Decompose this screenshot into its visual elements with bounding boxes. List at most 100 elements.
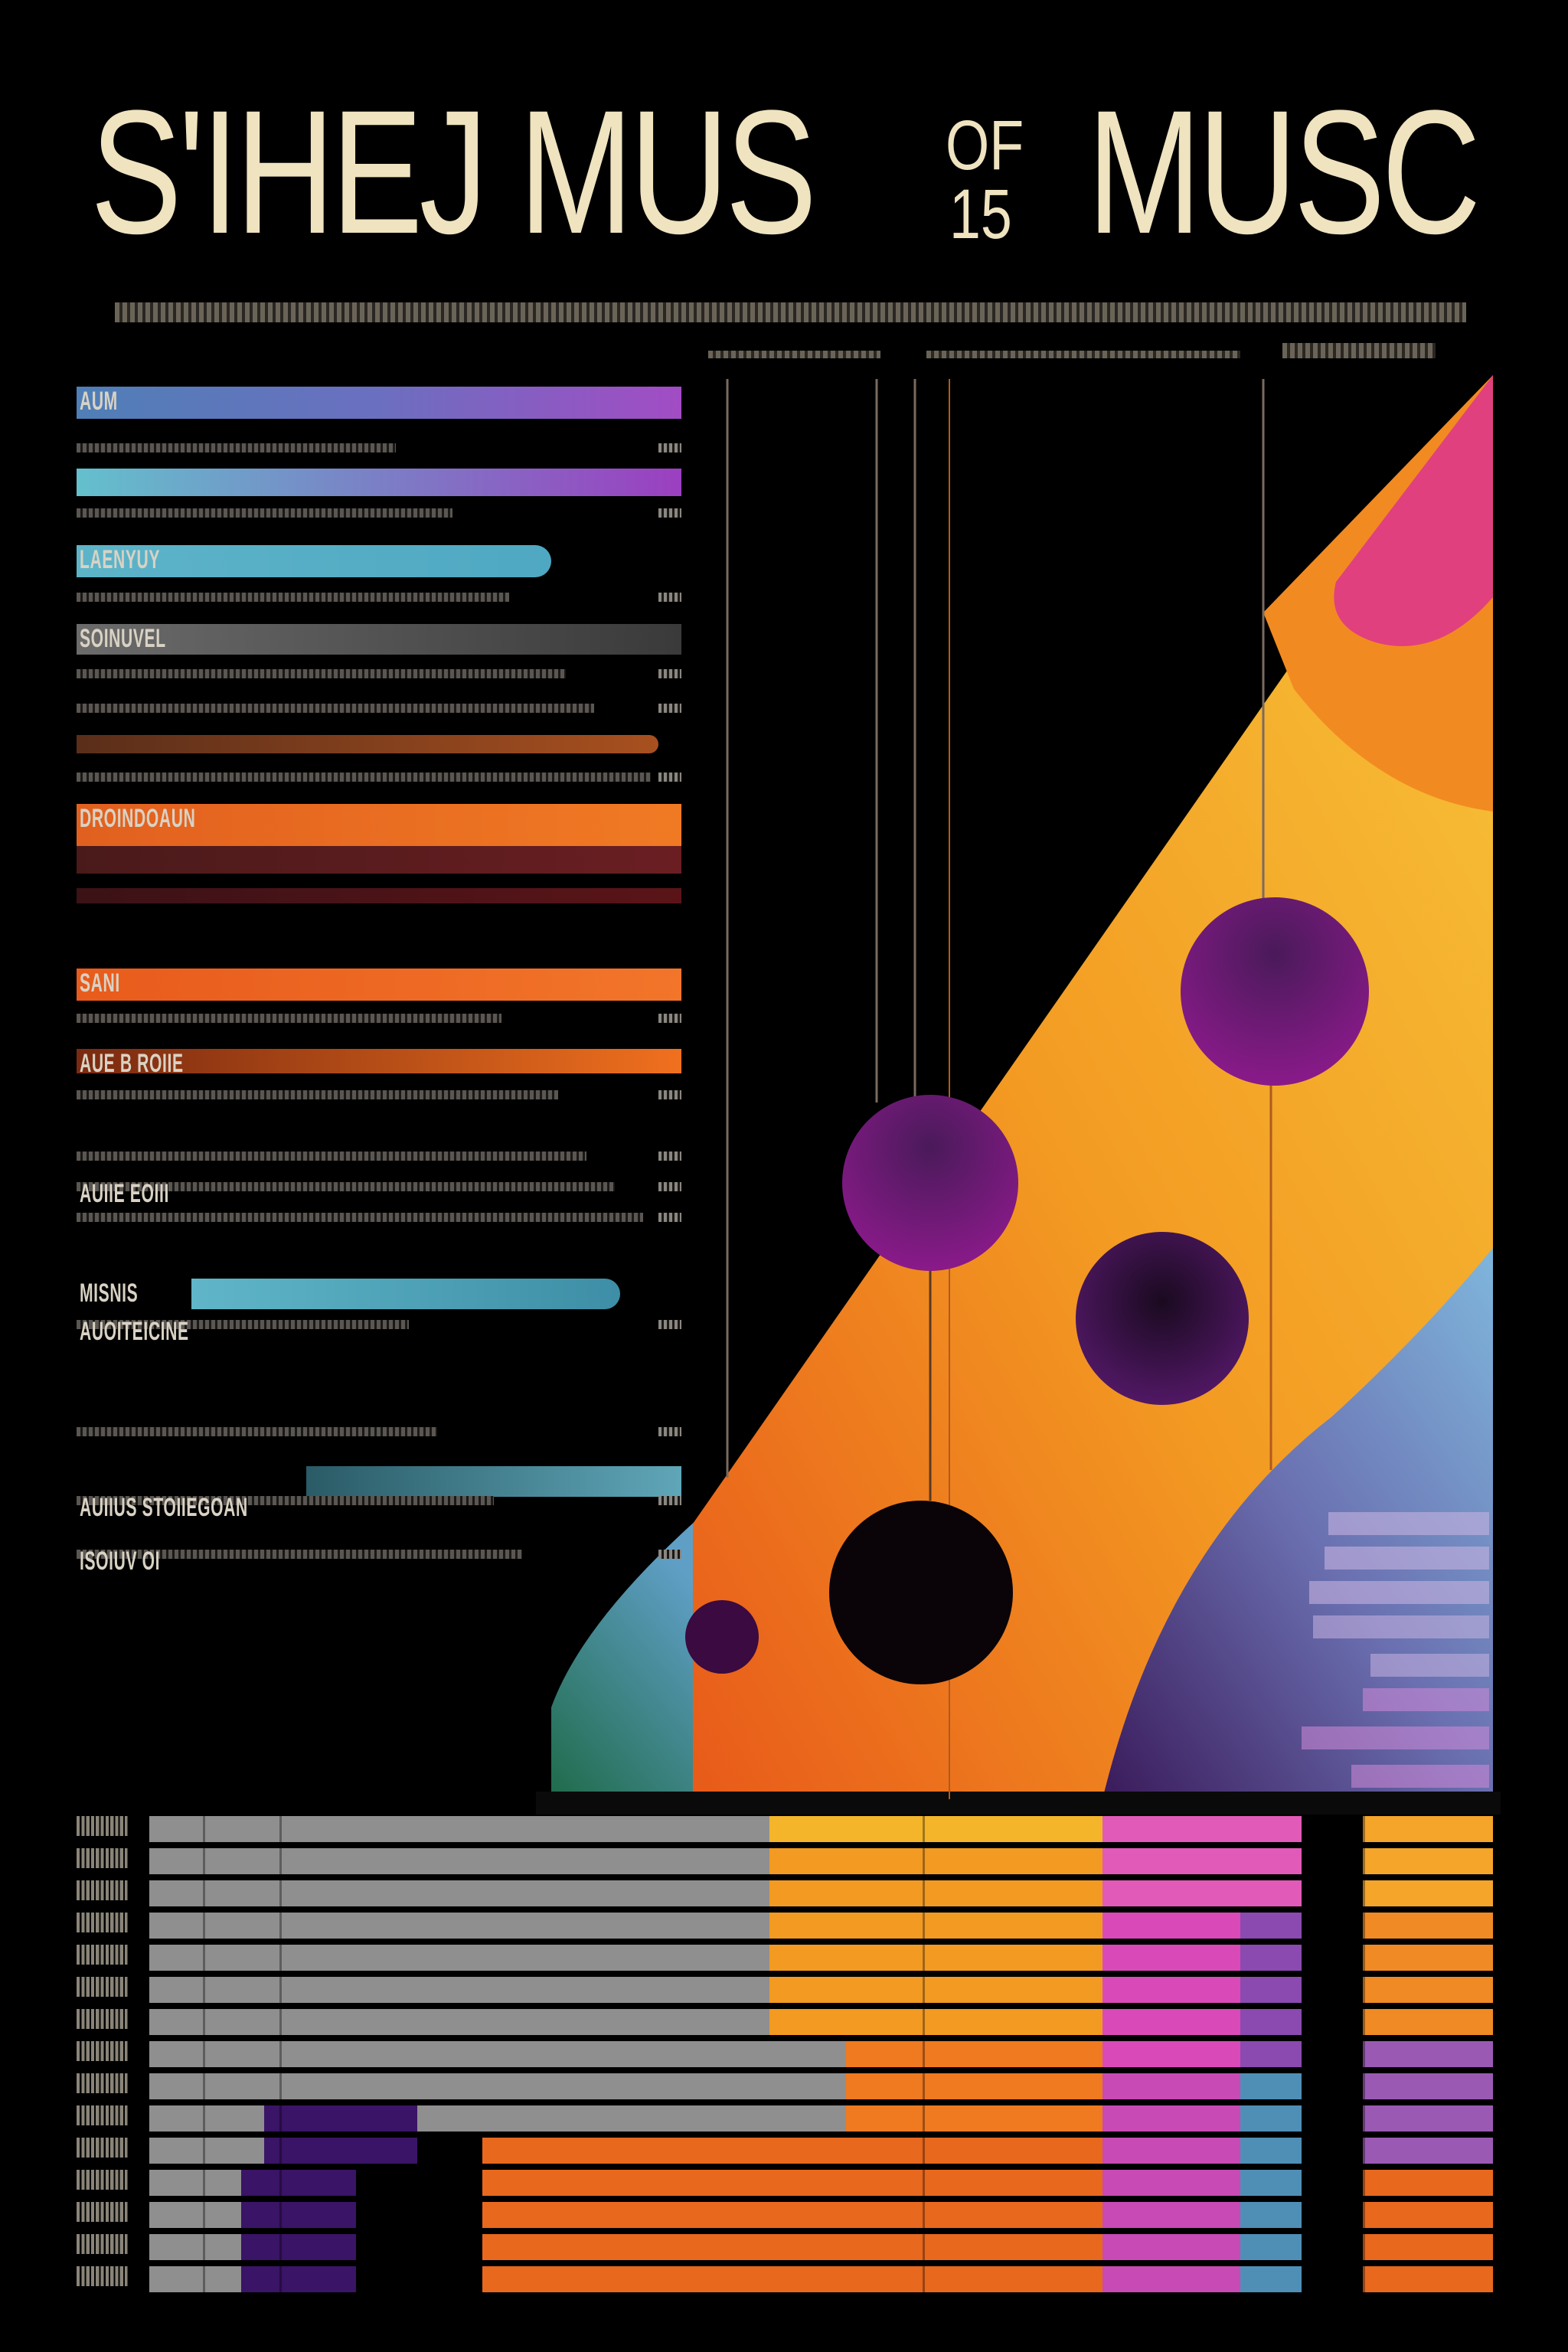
row-value-mark bbox=[658, 443, 681, 452]
left-row bbox=[77, 1466, 681, 1497]
grid-seg-right bbox=[1363, 2073, 1493, 2099]
row-line bbox=[77, 773, 651, 782]
grid-seg-blue bbox=[1240, 2170, 1302, 2196]
grid-separator bbox=[279, 2234, 282, 2260]
grid-row bbox=[77, 1880, 1493, 1906]
grid-seg-right bbox=[1363, 2202, 1493, 2228]
left-row bbox=[77, 590, 681, 605]
tag-rule-2 bbox=[926, 351, 1240, 358]
grid-seg-pink bbox=[1102, 2170, 1240, 2196]
row-label: MISNIS bbox=[80, 1279, 139, 1308]
grid-seg-orange bbox=[769, 1880, 1102, 1906]
grid-separator bbox=[923, 2266, 925, 2292]
grid-separator bbox=[1317, 2266, 1319, 2292]
row-value-mark bbox=[658, 1182, 681, 1191]
grid-seg-pink bbox=[1102, 2041, 1240, 2067]
row-bar bbox=[77, 969, 681, 1001]
grid-seg-grey bbox=[149, 1848, 769, 1874]
grid-seg-purple bbox=[264, 2138, 417, 2164]
grid-row bbox=[77, 2266, 1493, 2292]
grid-seg-grey bbox=[149, 1913, 769, 1939]
grid-seg-orange bbox=[482, 2138, 1102, 2164]
row-value-mark bbox=[658, 1014, 681, 1023]
grid-separator bbox=[923, 2041, 925, 2067]
row-line bbox=[77, 508, 452, 518]
left-row bbox=[77, 1424, 681, 1439]
row-bar bbox=[77, 846, 681, 874]
grid-row-label bbox=[77, 1848, 128, 1868]
grid-seg-orange bbox=[482, 2266, 1102, 2292]
grid-separator bbox=[1317, 2170, 1319, 2196]
row-bar bbox=[77, 387, 681, 419]
left-row bbox=[77, 769, 681, 785]
grid-separator bbox=[1317, 1816, 1319, 1842]
grid-separator bbox=[923, 1816, 925, 1842]
grid-row-label bbox=[77, 2202, 128, 2222]
grid-row bbox=[77, 2009, 1493, 2035]
left-row bbox=[77, 888, 681, 903]
grid-seg-right bbox=[1363, 2266, 1493, 2292]
row-value-mark bbox=[658, 669, 681, 678]
left-row bbox=[77, 735, 681, 753]
grid-separator bbox=[279, 2138, 282, 2164]
row-bar bbox=[77, 804, 681, 848]
left-row: AUM bbox=[77, 387, 681, 419]
grid-seg-orange bbox=[482, 2202, 1102, 2228]
grid-separator bbox=[203, 2073, 205, 2099]
grid-separator bbox=[1317, 1977, 1319, 2003]
grid-seg-purple bbox=[241, 2202, 356, 2228]
grid-seg-pink bbox=[1102, 1977, 1240, 2003]
grid-separator bbox=[923, 2170, 925, 2196]
grid-separator bbox=[1317, 1913, 1319, 1939]
row-bar bbox=[77, 624, 681, 655]
grid-row bbox=[77, 2234, 1493, 2260]
grid-separator bbox=[203, 1816, 205, 1842]
row-line bbox=[77, 704, 594, 713]
grid-seg-right bbox=[1363, 1816, 1493, 1842]
grid-seg-grey bbox=[149, 1977, 769, 2003]
grid-seg-pink bbox=[1102, 2202, 1240, 2228]
grid-seg-grey bbox=[149, 1880, 769, 1906]
grid-row-label bbox=[77, 2170, 128, 2190]
grid-separator bbox=[279, 2202, 282, 2228]
grid-separator bbox=[1317, 2105, 1319, 2132]
grid-separator bbox=[279, 1945, 282, 1971]
grid-separator bbox=[1317, 1880, 1319, 1906]
row-bar bbox=[77, 1049, 681, 1073]
grid-separator bbox=[1317, 1945, 1319, 1971]
grid-row-label bbox=[77, 2041, 128, 2061]
grid-separator bbox=[1363, 2105, 1365, 2132]
grid-seg-blue bbox=[1240, 1880, 1302, 1906]
left-row bbox=[77, 1011, 681, 1026]
grid-separator bbox=[203, 2105, 205, 2132]
left-row bbox=[77, 505, 681, 521]
grid-separator bbox=[203, 2170, 205, 2196]
grid-separator bbox=[279, 1880, 282, 1906]
row-line bbox=[77, 1427, 437, 1436]
row-value-mark bbox=[658, 1090, 681, 1099]
left-row bbox=[77, 1210, 681, 1225]
grid-separator bbox=[1363, 1977, 1365, 2003]
grid-separator bbox=[923, 1913, 925, 1939]
grid-seg-blue bbox=[1240, 2202, 1302, 2228]
grid-row bbox=[77, 2105, 1493, 2132]
grid-seg-purple bbox=[241, 2266, 356, 2292]
row-label: LAENYUY bbox=[80, 545, 161, 574]
grid-seg-pink bbox=[1102, 2073, 1240, 2099]
grid-separator bbox=[1363, 1880, 1365, 1906]
grid-separator bbox=[923, 2009, 925, 2035]
grid-seg-pink bbox=[1102, 2266, 1240, 2292]
grid-seg-right bbox=[1363, 1913, 1493, 1939]
grid-seg-pink bbox=[1102, 1880, 1240, 1906]
grid-separator bbox=[923, 2234, 925, 2260]
row-line bbox=[77, 1182, 615, 1191]
grid-seg-orange bbox=[769, 1945, 1102, 1971]
grid-seg-orange bbox=[769, 1816, 1102, 1842]
grid-seg-grey bbox=[149, 1816, 769, 1842]
grid-separator bbox=[203, 1977, 205, 2003]
grid-seg-pink bbox=[1102, 1816, 1240, 1842]
grid-separator bbox=[1317, 2202, 1319, 2228]
grid-row-label bbox=[77, 2234, 128, 2254]
grid-separator bbox=[1317, 2234, 1319, 2260]
